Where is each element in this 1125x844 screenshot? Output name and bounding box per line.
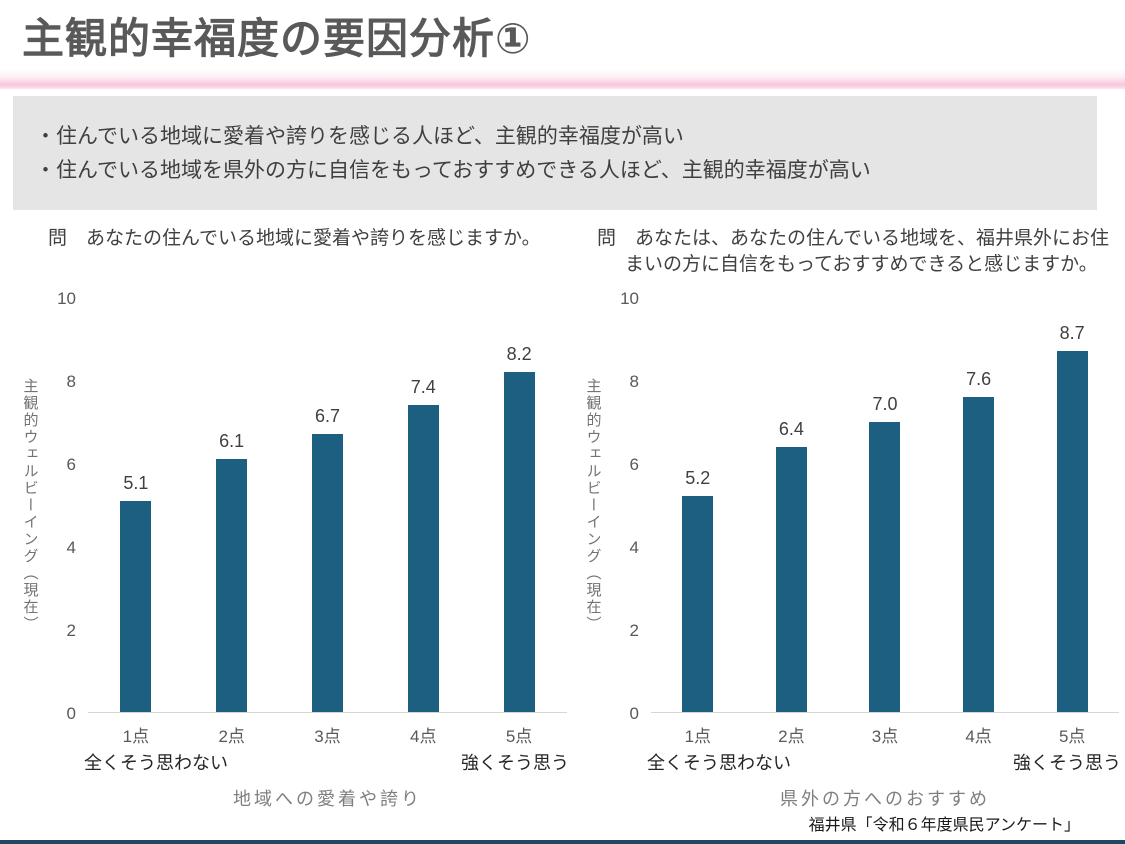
bar-value-label: 6.4: [778, 418, 804, 439]
x-category-label: 5点: [1058, 726, 1086, 746]
bar-value-label: 7.6: [966, 369, 992, 389]
x-axis-labels: 1点 2点 3点 4点 5点: [651, 713, 1119, 747]
bar-value-label: 8.2: [506, 344, 532, 365]
x-axis-title: 地域への愛着や誇り: [233, 788, 422, 809]
y-tick-label: 8: [66, 371, 76, 391]
bar-group: 7.4: [375, 298, 471, 712]
bar-chart-attachment: 主観的ウェルビーイング（現在） 0 2 4 6 8 10 5.1 6.1 6.7 7.4 8.2 …: [18, 290, 570, 811]
bar-group: 6.1: [184, 298, 280, 712]
bar: [963, 397, 995, 712]
bar-chart-recommendation: 主観的ウェルビーイング（現在） 0 2 4 6 8 10 5.2 6.4 7.0 7.6 8.7 …: [581, 290, 1122, 811]
title-accent-bar: [0, 68, 1125, 89]
y-tick-label: 10: [620, 288, 639, 308]
y-tick-label: 2: [66, 620, 76, 640]
bar-group: 7.6: [932, 298, 1026, 712]
plot-area: 5.2 6.4 7.0 7.6 8.7: [651, 298, 1119, 713]
page-title: 主観的幸福度の要因分析①: [22, 15, 532, 62]
y-tick-label: 2: [629, 620, 639, 640]
y-axis-title: 主観的ウェルビーイング（現在）: [21, 377, 39, 633]
bar-group: 6.7: [280, 298, 376, 712]
bar-value-label: 7.4: [410, 377, 436, 398]
bar-group: 6.4: [745, 298, 839, 712]
x-category-label: 2点: [218, 726, 245, 746]
bar-value-label: 6.1: [219, 431, 245, 452]
y-tick-label: 4: [66, 537, 76, 557]
y-tick-label: 4: [629, 537, 639, 557]
y-tick-label: 0: [66, 703, 76, 723]
bar-group: 5.2: [651, 298, 745, 712]
bar-value-label: 6.7: [314, 406, 340, 427]
charts-row: 問 あなたの住んでいる地域に愛着や誇りを感じますか。 主観的ウェルビーイング（現…: [18, 224, 1122, 811]
bar: [869, 421, 901, 712]
bar-value-label: 5.1: [123, 472, 149, 493]
x-category-label: 5点: [505, 726, 533, 746]
y-axis-ticks: 0 2 4 6 8 10: [42, 290, 88, 722]
bar-value-label: 5.2: [685, 468, 711, 489]
footer-accent-bar: [0, 840, 1125, 844]
y-tick-label: 6: [629, 454, 639, 474]
y-tick-label: 0: [629, 703, 639, 723]
chart-question: 問 あなたは、あなたの住んでいる地域を、福井県外にお住まいの方に自信をもっておす…: [597, 227, 1110, 275]
x-category-label: 1点: [122, 726, 150, 746]
bar: [1056, 351, 1088, 712]
bar: [216, 459, 248, 712]
x-category-label: 3点: [871, 726, 899, 746]
bar-group: 5.1: [88, 298, 184, 712]
summary-box: ・住んでいる地域に愛着や誇りを感じる人ほど、主観的幸福度が高い ・住んでいる地域…: [13, 95, 1097, 210]
y-axis-ticks: 0 2 4 6 8 10: [605, 290, 651, 722]
x-axis-notes: 全くそう思わない 強くそう思う: [647, 749, 1121, 777]
x-axis-notes: 全くそう思わない 強くそう思う: [84, 749, 569, 777]
x-category-label: 4点: [410, 726, 437, 746]
chart-question: 問 あなたの住んでいる地域に愛着や誇りを感じますか。: [48, 227, 541, 249]
chart-panel-recommendation: 問 あなたは、あなたの住んでいる地域を、福井県外にお住まいの方に自信をもっておす…: [581, 224, 1122, 811]
bar: [120, 500, 152, 712]
bar-value-label: 7.0: [872, 393, 898, 414]
x-note-lowest: 全くそう思わない: [647, 752, 791, 773]
bar: [503, 372, 535, 712]
x-axis-labels: 1点 2点 3点 4点 5点: [88, 713, 567, 747]
bar: [311, 434, 343, 712]
summary-line: ・住んでいる地域に愛着や誇りを感じる人ほど、主観的幸福度が高い: [35, 124, 684, 148]
y-tick-label: 8: [629, 371, 639, 391]
source-note: 福井県「令和６年度県民アンケート」: [808, 817, 1080, 834]
bar: [775, 446, 807, 712]
summary-line: ・住んでいる地域を県外の方に自信をもっておすすめできる人ほど、主観的幸福度が高い: [35, 158, 871, 182]
bar: [682, 496, 714, 712]
bar-group: 8.7: [1025, 298, 1119, 712]
bar: [407, 405, 439, 712]
y-tick-label: 6: [66, 454, 76, 474]
x-category-label: 3点: [314, 726, 341, 746]
bar-group: 7.0: [838, 298, 932, 712]
x-note-lowest: 全くそう思わない: [84, 752, 228, 773]
chart-panel-attachment: 問 あなたの住んでいる地域に愛着や誇りを感じますか。 主観的ウェルビーイング（現…: [18, 224, 570, 811]
x-category-label: 4点: [965, 726, 992, 746]
x-note-highest: 強くそう思う: [461, 752, 569, 773]
bar-value-label: 8.7: [1059, 323, 1085, 344]
y-axis-title: 主観的ウェルビーイング（現在）: [584, 377, 602, 633]
x-note-highest: 強くそう思う: [1013, 752, 1121, 773]
plot-area: 5.1 6.1 6.7 7.4 8.2: [88, 298, 567, 713]
x-axis-title: 県外の方へのおすすめ: [780, 788, 990, 809]
y-tick-label: 10: [57, 288, 76, 308]
x-category-label: 1点: [684, 726, 712, 746]
x-category-label: 2点: [778, 726, 805, 746]
bar-group: 8.2: [471, 298, 567, 712]
